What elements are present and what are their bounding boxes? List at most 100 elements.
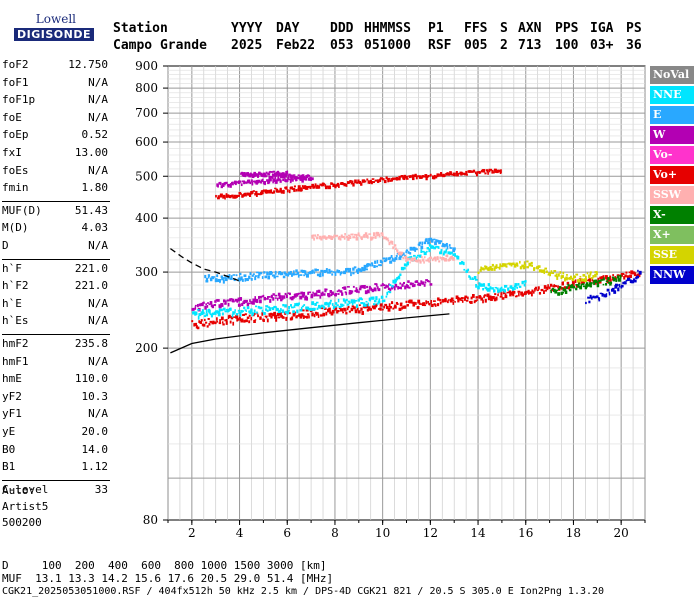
echo-point	[195, 311, 198, 316]
echo-point	[369, 263, 372, 267]
echo-point	[497, 266, 501, 269]
echo-point	[269, 170, 272, 173]
echo-point	[215, 299, 218, 302]
echo-point	[328, 235, 330, 238]
echo-point	[339, 271, 342, 276]
echo-point	[309, 185, 312, 190]
echo-point	[202, 301, 205, 304]
echo-point	[543, 285, 547, 289]
echo-point	[296, 271, 300, 275]
echo-point	[543, 290, 545, 295]
echo-point	[218, 322, 222, 325]
echo-point	[309, 271, 311, 273]
echo-point	[252, 190, 255, 192]
echo-point	[380, 232, 384, 235]
echo-point	[550, 290, 552, 294]
parameter-row: foF1 N/A	[2, 76, 108, 90]
echo-point	[563, 286, 567, 290]
echo-point	[392, 279, 396, 284]
echo-point	[197, 309, 200, 311]
header-p1-label: P1	[428, 21, 444, 36]
echo-point	[222, 307, 226, 311]
echo-point	[231, 314, 234, 318]
echo-point	[378, 308, 380, 310]
echo-point	[238, 278, 242, 281]
echo-point	[258, 171, 261, 175]
echo-point	[205, 313, 209, 317]
echo-point	[322, 272, 324, 277]
echo-point	[517, 283, 520, 286]
echo-point	[370, 308, 373, 311]
echo-point	[286, 310, 290, 315]
echo-point	[396, 252, 399, 255]
echo-point	[589, 285, 592, 288]
echo-point	[482, 283, 485, 287]
echo-point	[493, 297, 497, 302]
echo-point	[396, 249, 399, 253]
echo-point	[413, 301, 416, 305]
echo-point	[557, 273, 560, 277]
echo-point	[404, 285, 407, 290]
echo-point	[469, 300, 473, 304]
echo-point	[226, 299, 230, 302]
echo-point	[299, 175, 302, 180]
echo-point	[449, 171, 452, 174]
echo-point	[461, 172, 464, 175]
echo-point	[634, 279, 637, 283]
echo-point	[354, 309, 358, 314]
echo-point	[626, 275, 630, 279]
echo-point	[270, 294, 273, 299]
echo-point	[426, 280, 430, 283]
parameter-group-divider	[2, 258, 110, 260]
parameter-row: yF2 10.3	[2, 390, 108, 404]
echo-point	[367, 180, 370, 184]
echo-point	[262, 172, 265, 177]
echo-point	[290, 186, 294, 190]
echo-point	[219, 279, 221, 284]
echo-point	[288, 173, 291, 176]
echo-point	[553, 284, 556, 288]
echo-point	[431, 239, 434, 243]
echo-point	[303, 315, 305, 319]
echo-point	[562, 287, 565, 292]
echo-point	[225, 181, 228, 185]
echo-point	[323, 235, 326, 239]
echo-point	[398, 177, 401, 181]
echo-point	[419, 302, 421, 305]
echo-point	[383, 286, 387, 289]
x-tick-label: 10	[375, 526, 390, 540]
echo-point	[428, 248, 431, 253]
echo-point	[597, 277, 600, 282]
echo-point	[379, 178, 382, 182]
parameter-name: foF2	[2, 58, 29, 71]
echo-point	[264, 315, 268, 318]
echo-point	[214, 321, 217, 325]
echo-point	[284, 310, 287, 314]
echo-point	[605, 276, 608, 280]
echo-point	[232, 274, 236, 276]
echo-point	[387, 287, 391, 290]
echo-point	[439, 256, 441, 259]
echo-point	[487, 283, 490, 287]
echo-point	[440, 250, 443, 254]
echo-point	[334, 272, 337, 276]
echo-point	[568, 276, 572, 280]
echo-point	[213, 311, 217, 315]
echo-point	[399, 302, 403, 307]
echo-point	[338, 184, 340, 188]
echo-point	[419, 241, 422, 245]
echo-point	[352, 285, 355, 288]
parameter-value: N/A	[88, 354, 108, 368]
echo-point	[482, 287, 485, 291]
echo-point	[549, 283, 553, 287]
echo-point	[522, 265, 526, 270]
echo-point	[229, 307, 232, 311]
echo-point	[365, 300, 368, 303]
echo-point	[221, 183, 225, 187]
parameter-name: B0	[2, 442, 16, 456]
echo-point	[325, 268, 328, 273]
footer-muf-row: MUF 13.1 13.3 14.2 15.6 17.6 20.5 29.0 5…	[2, 572, 334, 585]
echo-point	[333, 234, 336, 237]
echo-point	[267, 296, 269, 300]
echo-point	[488, 168, 491, 173]
